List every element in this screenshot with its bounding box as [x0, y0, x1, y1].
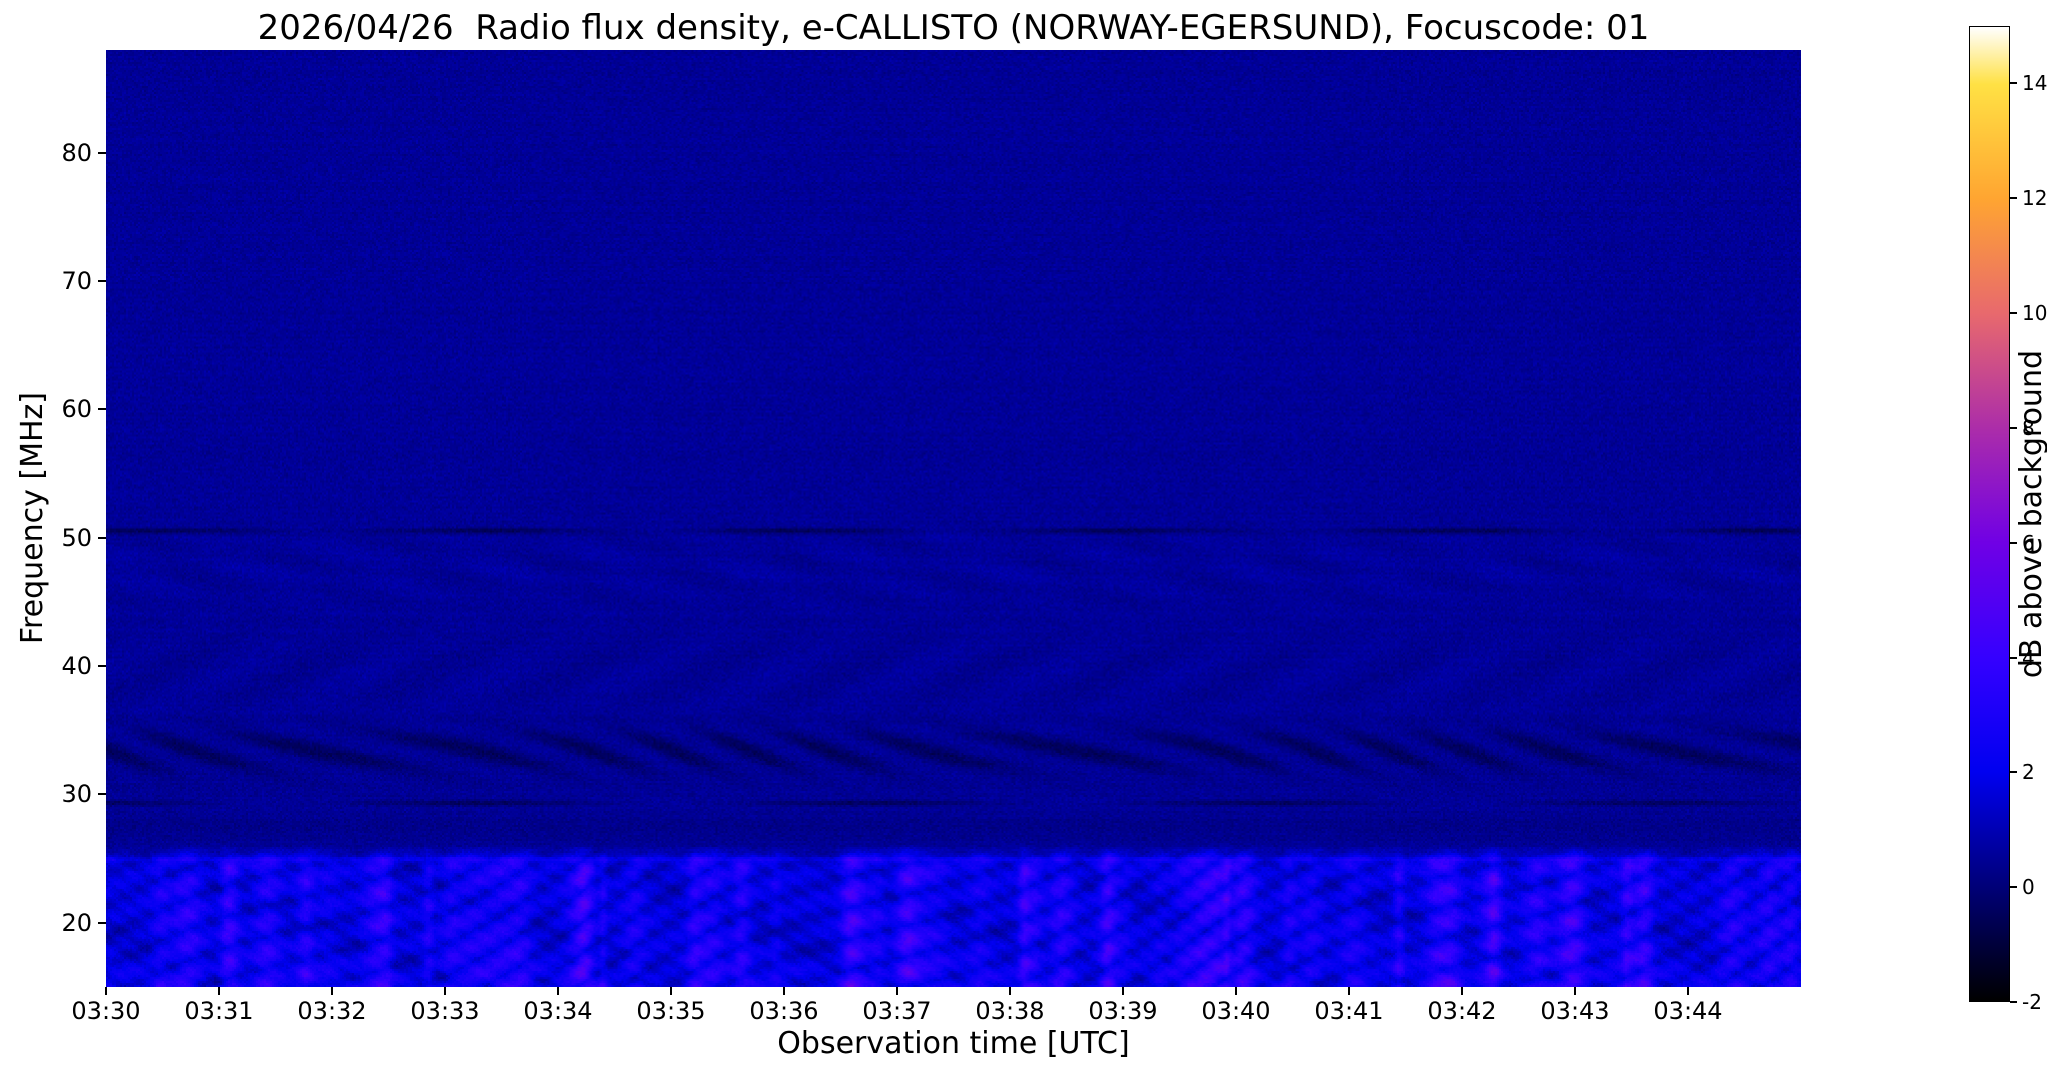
x-tick-mark — [1122, 987, 1124, 995]
x-tick-mark — [444, 987, 446, 995]
colorbar-tick-mark — [2010, 771, 2017, 774]
x-tick-label: 03:40 — [1201, 997, 1271, 1025]
colorbar-tick-mark — [2010, 82, 2017, 85]
x-tick-label: 03:34 — [523, 997, 593, 1025]
x-tick-mark — [218, 987, 220, 995]
x-tick-label: 03:42 — [1427, 997, 1497, 1025]
y-tick-mark — [98, 408, 106, 411]
colorbar-tick-mark — [2010, 541, 2017, 544]
x-tick-mark — [896, 987, 898, 995]
colorbar-tick-mark — [2010, 312, 2017, 315]
x-tick-mark — [1009, 987, 1011, 995]
y-tick-mark — [98, 280, 106, 283]
colorbar-tick-mark — [2010, 197, 2017, 200]
x-tick-mark — [1687, 987, 1689, 995]
colorbar-tick-label: 14 — [2022, 71, 2047, 96]
colorbar-tick-mark — [2010, 886, 2017, 889]
colorbar-tick-mark — [2010, 1001, 2017, 1003]
colorbar-tick-label: 0 — [2022, 875, 2035, 900]
x-tick-label: 03:35 — [636, 997, 706, 1025]
colorbar-tick-label: 4 — [2022, 645, 2035, 670]
y-tick-mark — [98, 793, 106, 796]
y-tick-label: 40 — [61, 652, 92, 681]
x-tick-label: 03:30 — [71, 997, 141, 1025]
y-tick-mark — [98, 151, 106, 154]
x-tick-mark — [105, 987, 107, 995]
colorbar-tick-mark — [2010, 656, 2017, 659]
x-tick-label: 03:31 — [184, 997, 254, 1025]
spectrogram-heatmap — [106, 50, 1801, 987]
x-tick-mark — [670, 987, 672, 995]
colorbar-gradient — [1969, 26, 2010, 1002]
x-tick-label: 03:43 — [1540, 997, 1610, 1025]
colorbar-tick-mark — [2010, 426, 2017, 429]
x-tick-mark — [1348, 987, 1350, 995]
x-tick-label: 03:44 — [1653, 997, 1723, 1025]
x-tick-label: 03:37 — [862, 997, 932, 1025]
x-tick-label: 03:32 — [297, 997, 367, 1025]
y-tick-mark — [98, 665, 106, 668]
y-tick-mark — [98, 921, 106, 924]
colorbar-tick-label: 8 — [2022, 415, 2035, 440]
x-tick-mark — [1235, 987, 1237, 995]
x-tick-label: 03:41 — [1314, 997, 1384, 1025]
chart-title: 2026/04/26 Radio flux density, e-CALLIST… — [257, 8, 1650, 48]
x-tick-mark — [331, 987, 333, 995]
y-tick-mark — [98, 536, 106, 539]
colorbar-tick-label: -2 — [2022, 990, 2042, 1014]
y-tick-label: 70 — [61, 267, 92, 296]
y-tick-label: 20 — [61, 908, 92, 937]
x-tick-mark — [1574, 987, 1576, 995]
colorbar-tick-label: 10 — [2022, 301, 2047, 326]
x-tick-label: 03:39 — [1088, 997, 1158, 1025]
y-tick-label: 50 — [61, 523, 92, 552]
colorbar-tick-label: 6 — [2022, 530, 2035, 555]
colorbar-label-text: dB above background — [2013, 349, 2047, 679]
y-axis-label: Frequency [MHz] — [12, 50, 52, 987]
y-axis-label-text: Frequency [MHz] — [14, 392, 50, 645]
x-tick-mark — [557, 987, 559, 995]
x-tick-label: 03:36 — [749, 997, 819, 1025]
colorbar-label: dB above background — [2014, 26, 2047, 1002]
y-tick-label: 30 — [61, 780, 92, 809]
x-axis-label: Observation time [UTC] — [777, 1026, 1130, 1061]
y-tick-label: 80 — [61, 138, 92, 167]
x-tick-label: 03:38 — [975, 997, 1045, 1025]
x-tick-label: 03:33 — [410, 997, 480, 1025]
y-tick-label: 60 — [61, 395, 92, 424]
colorbar-tick-label: 2 — [2022, 760, 2035, 785]
x-tick-mark — [1461, 987, 1463, 995]
x-tick-mark — [783, 987, 785, 995]
colorbar-tick-label: 12 — [2022, 186, 2047, 211]
